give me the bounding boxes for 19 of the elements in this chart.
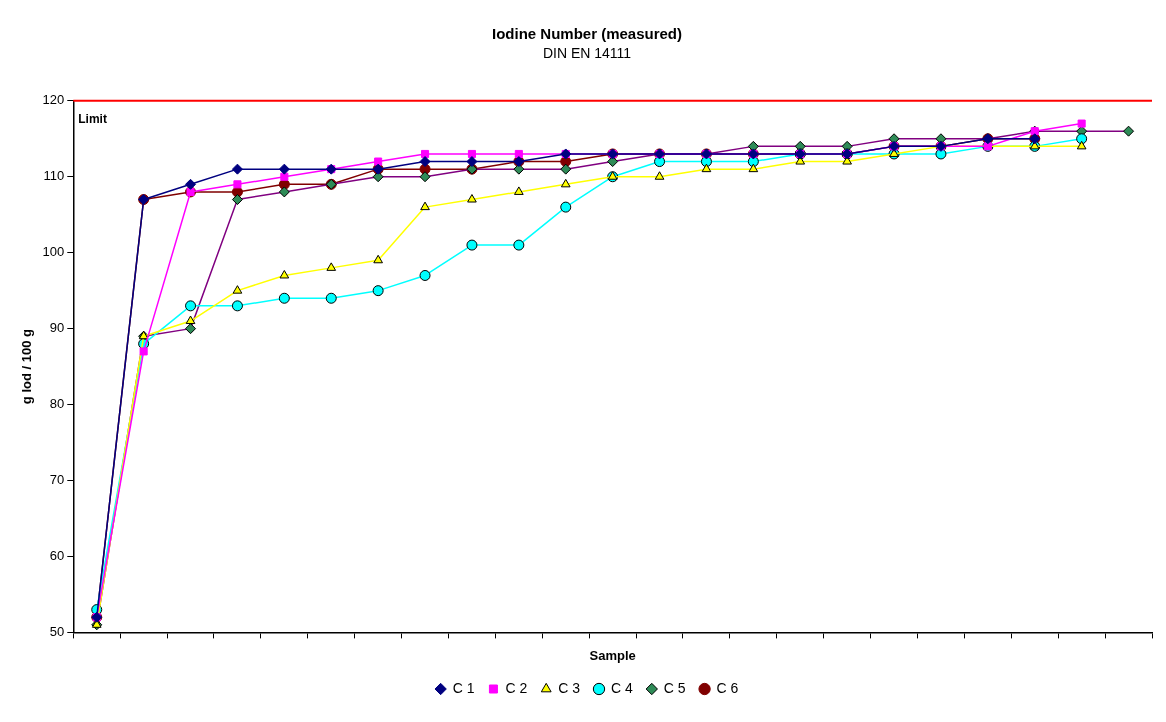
y-tick-label: 80 — [49, 396, 65, 412]
legend-label: C 6 — [716, 679, 739, 696]
y-tick-label: 110 — [43, 168, 65, 184]
y-tick-label: 120 — [42, 92, 65, 108]
ref-line-label: Limit — [78, 112, 107, 127]
y-tick-label: 50 — [49, 623, 65, 639]
x-axis-title: Sample — [589, 647, 636, 663]
legend-label: C 3 — [558, 679, 581, 696]
y-axis-title: g Iod / 100 g — [19, 328, 35, 405]
legend-label: C 5 — [663, 679, 686, 696]
chart-subtitle: DIN EN 14111 — [542, 45, 632, 62]
legend-label: C 1 — [452, 679, 475, 696]
legend-label: C 2 — [505, 679, 528, 696]
y-tick-label: 70 — [49, 472, 65, 488]
legend-label: C 4 — [611, 679, 633, 696]
y-tick-label: 100 — [42, 244, 65, 260]
y-tick-label: 90 — [49, 320, 65, 336]
chart-title: Iodine Number (measured) — [491, 25, 683, 43]
y-tick-label: 60 — [49, 548, 65, 564]
